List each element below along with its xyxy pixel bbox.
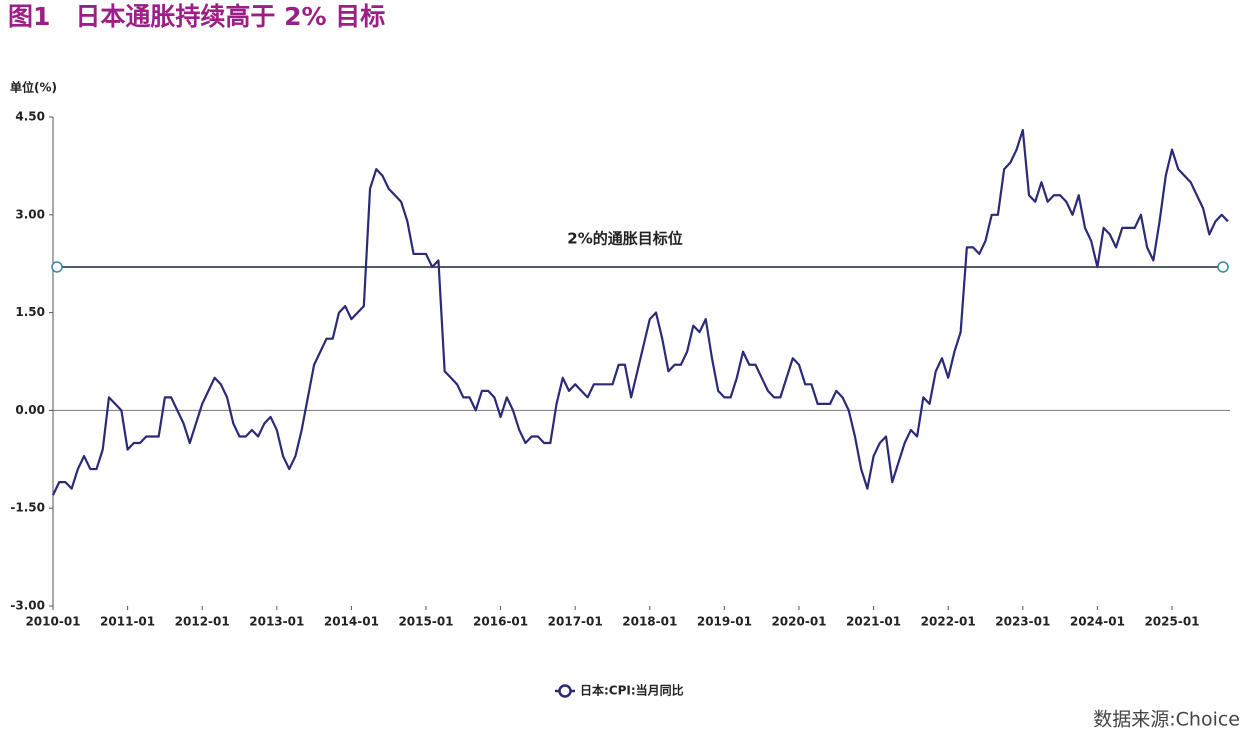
y-tick-label: 3.00 [15,207,45,221]
x-tick-label: 2020-01 [771,615,826,629]
x-tick-label: 2025-01 [1144,615,1199,629]
y-tick-label: 1.50 [15,305,45,319]
x-tick-label: 2013-01 [249,615,304,629]
x-tick-label: 2015-01 [398,615,453,629]
x-tick-label: 2016-01 [473,615,528,629]
x-tick-label: 2022-01 [921,615,976,629]
source-note: 数据来源:Choice [1093,709,1240,731]
target-marker [1217,261,1229,273]
x-tick-label: 2012-01 [175,615,230,629]
figure-title: 图1 日本通胀持续高于 2% 目标 [8,2,385,31]
x-tick-label: 2014-01 [324,615,379,629]
x-tick-label: 2010-01 [25,615,80,629]
target-marker [51,261,63,273]
y-unit-label: 单位(%) [10,80,57,95]
target-label: 2%的通胀目标位 [567,229,682,247]
series-line [52,128,1229,496]
legend-marker [558,684,572,698]
y-tick-label: 0.00 [15,403,45,417]
y-tick-label: -1.50 [10,501,45,515]
x-tick-label: 2024-01 [1070,615,1125,629]
x-tick-label: 2017-01 [548,615,603,629]
legend-label: 日本:CPI:当月同比 [580,683,684,698]
y-tick-label: -3.00 [10,599,45,613]
x-tick-label: 2021-01 [846,615,901,629]
y-tick-label: 4.50 [15,110,45,124]
x-tick-label: 2019-01 [697,615,752,629]
x-tick-label: 2023-01 [995,615,1050,629]
x-tick-label: 2018-01 [622,615,677,629]
x-tick-label: 2011-01 [100,615,155,629]
